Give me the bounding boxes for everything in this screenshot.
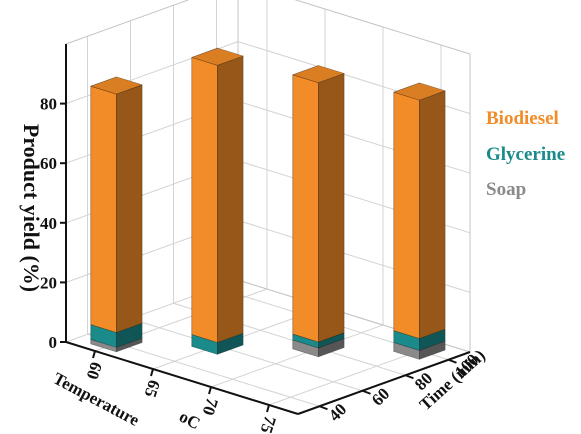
legend-entry-soap: Soap (486, 179, 526, 200)
bar-segment-biodiesel-75-side (419, 90, 446, 339)
y-tick-label: 0 (49, 333, 58, 352)
grid-frame (294, 0, 471, 55)
bar-segment-biodiesel-65-side (217, 55, 244, 343)
bar-segment-biodiesel-65-front (191, 57, 218, 343)
bar-segment-biodiesel-75-front (393, 91, 420, 339)
legend: Biodiesel Glycerine Soap (486, 108, 565, 200)
y-tick-label: 60 (40, 154, 57, 173)
x-tick-label: 60 (83, 360, 106, 382)
z-axis-tick (319, 405, 328, 411)
x-tick-label: 65 (141, 378, 164, 400)
grid-frame (65, 0, 190, 45)
x-axis-tick (92, 350, 96, 359)
x-axis-tick (150, 368, 154, 377)
x-tick-label: 75 (257, 414, 280, 434)
z-axis-line (297, 351, 471, 415)
y-axis-title: Product yield (%) (19, 124, 44, 292)
grid-line-floor-z (130, 318, 363, 392)
bar-segment-biodiesel-70-front (292, 74, 319, 343)
x-axis-tick (266, 404, 270, 413)
x-axis-line (65, 341, 299, 415)
x-axis-tick (208, 386, 212, 395)
bars-layer (90, 47, 446, 360)
bar-top-70 (292, 65, 345, 83)
bar-segment-biodiesel-60-front (90, 85, 117, 333)
bar-top-65 (191, 47, 244, 66)
grid-line-floor-x (210, 324, 384, 388)
x-tick-label: 70 (199, 396, 222, 418)
z-axis-tick (448, 358, 457, 364)
legend-entry-glycerine: Glycerine (486, 144, 565, 165)
legend-entry-biodiesel: Biodiesel (486, 108, 559, 129)
z-axis-tick (362, 389, 371, 395)
y-tick-label: 20 (40, 273, 57, 292)
bar-segment-biodiesel-60-side (116, 84, 143, 333)
y-tick-label: 40 (40, 214, 57, 233)
z-axis-tick (405, 374, 414, 380)
y-tick-label: 80 (40, 95, 57, 114)
bar-top-75 (393, 82, 446, 101)
bar-top-60 (90, 76, 143, 95)
bar-segment-biodiesel-70-side (318, 73, 345, 343)
